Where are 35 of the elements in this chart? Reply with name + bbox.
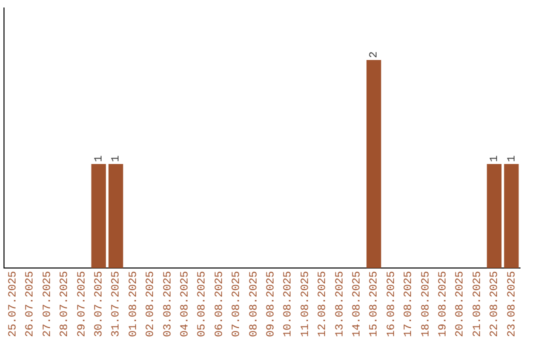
x-tick-label: 06.08.2025 [214,270,226,338]
x-tick-label: 02.08.2025 [145,270,158,338]
x-tick-label: 05.08.2025 [196,270,209,338]
x-tick-label: 08.08.2025 [248,270,260,338]
x-tick-label: 15.08.2025 [368,270,381,338]
x-tick-label: 07.08.2025 [231,270,244,338]
data-label: 1 [506,154,518,162]
x-tick-label: 23.08.2025 [506,270,518,338]
x-tick-label: 01.08.2025 [128,270,140,338]
x-tick-label: 16.08.2025 [386,270,398,338]
x-tick-label: 10.08.2025 [282,270,295,338]
x-tick-label: 11.08.2025 [300,270,312,338]
data-label: 1 [110,154,123,162]
x-tick-label: 13.08.2025 [334,270,346,338]
data-label: 2 [368,51,381,58]
x-tick-label: 09.08.2025 [266,270,278,338]
x-tick-label: 30.07.2025 [94,270,106,338]
data-label: 1 [94,154,106,162]
x-tick-label: 03.08.2025 [162,270,174,338]
x-tick-label: 27.07.2025 [42,270,54,338]
x-tick-label: 21.08.2025 [472,270,484,338]
x-tick-label: 19.08.2025 [438,270,450,338]
data-label: 1 [489,154,502,162]
x-tick-label: 14.08.2025 [352,270,364,338]
x-tick-label: 29.07.2025 [76,270,88,338]
x-tick-label: 18.08.2025 [420,270,432,338]
x-tick-label: 25.07.2025 [8,270,20,338]
x-tick-label: 26.07.2025 [24,270,37,338]
x-tick-label: 22.08.2025 [489,270,502,338]
x-tick-label: 17.08.2025 [403,270,416,338]
x-tick-label: 20.08.2025 [454,270,467,338]
x-tick-label: 04.08.2025 [180,270,192,338]
x-tick-label: 31.07.2025 [110,270,123,338]
x-tick-label: 12.08.2025 [317,270,330,338]
x-tick-label: 28.07.2025 [59,270,72,338]
